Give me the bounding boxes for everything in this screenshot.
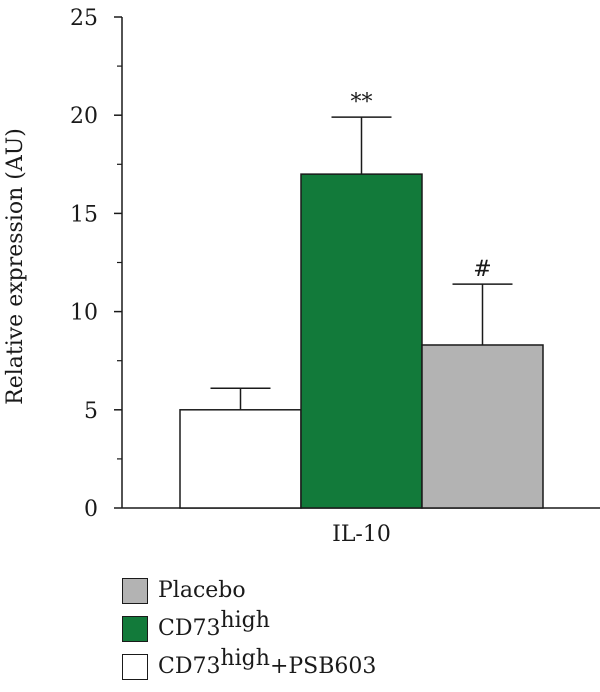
y-tick-label: 5	[84, 399, 98, 424]
bar	[300, 173, 423, 509]
y-tick-label: 10	[70, 301, 98, 326]
legend-item: Placebo	[122, 574, 376, 604]
legend-item: CD73high	[122, 608, 376, 642]
legend-label-main: CD73	[158, 654, 221, 679]
legend-label-superscript: high	[220, 608, 270, 633]
legend-label-main: Placebo	[158, 578, 246, 603]
significance-label: #	[473, 257, 491, 282]
legend-label-superscript: high	[220, 646, 270, 671]
legend-label: Placebo	[158, 578, 246, 604]
legend-label: CD73high+PSB603	[158, 646, 377, 680]
legend: Placebo CD73high CD73high+PSB603	[122, 574, 376, 688]
bar	[421, 344, 544, 509]
legend-item: CD73high+PSB603	[122, 646, 377, 680]
x-category-label: IL-10	[332, 522, 391, 547]
bar	[179, 409, 302, 509]
y-tick-label: 0	[84, 497, 98, 522]
legend-swatch	[122, 578, 148, 604]
y-tick-label: 25	[70, 6, 98, 31]
legend-swatch	[122, 654, 148, 680]
legend-label: CD73high	[158, 608, 270, 642]
y-tick-label: 20	[70, 104, 98, 129]
legend-label-suffix: +PSB603	[269, 654, 377, 679]
legend-swatch	[122, 616, 148, 642]
significance-label: **	[351, 90, 373, 115]
y-axis-title: Relative expression (AU)	[3, 128, 28, 405]
bar-chart: 0 5 10 15 20 25 Relative expression (AU) ** # IL-…	[3, 6, 600, 547]
legend-label-main: CD73	[158, 616, 221, 641]
y-tick-label: 15	[70, 202, 98, 227]
